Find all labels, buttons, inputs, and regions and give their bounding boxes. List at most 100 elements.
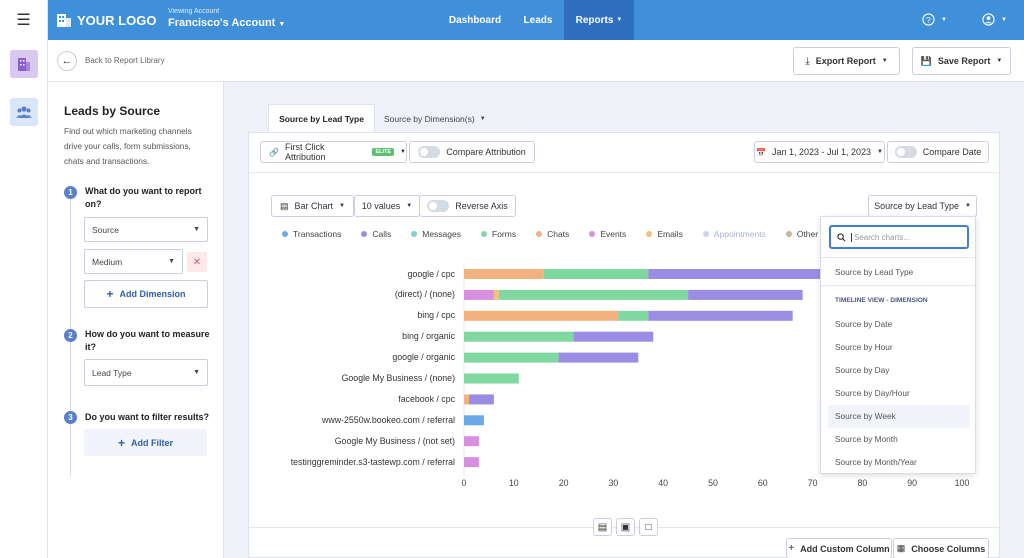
legend-swatch <box>536 231 543 237</box>
legend-label: Forms <box>492 229 517 239</box>
bar-segment-forms[interactable] <box>498 289 689 300</box>
left-rail <box>0 40 48 558</box>
date-range-select[interactable]: 📅 Jan 1, 2023 - Jul 1, 2023 ▼ <box>754 141 885 163</box>
values-count-label: 10 values <box>361 201 401 211</box>
legend-label: Chats <box>547 229 570 239</box>
remove-dimension-button[interactable]: ✕ <box>187 252 207 272</box>
legend-item[interactable]: Appointments <box>702 229 766 239</box>
bar-segment-forms[interactable] <box>543 269 649 279</box>
chevron-down-icon: ▼ <box>616 17 623 23</box>
bar-segment-chats[interactable] <box>464 310 619 321</box>
compare-date-toggle[interactable]: Compare Date <box>887 141 989 163</box>
dropdown-item[interactable]: Source by Month <box>835 434 898 444</box>
building-logo-icon <box>57 14 71 27</box>
date-range-label: Jan 1, 2023 - Jul 1, 2023 <box>771 147 872 157</box>
plus-icon: + <box>117 435 125 450</box>
y-axis-label: google / cpc <box>407 268 455 279</box>
measure-select[interactable]: Lead Type ▼ <box>84 359 208 386</box>
bar-chart-icon: ▤ <box>280 200 289 211</box>
back-to-library-link[interactable]: Back to Report Library <box>85 56 165 65</box>
source-select[interactable]: Source ▼ <box>84 217 208 242</box>
chart-type-select[interactable]: ▤ Bar Chart ▼ <box>271 195 354 217</box>
add-filter-button[interactable]: + Add Filter <box>84 429 207 456</box>
caret-down-icon: ▼ <box>193 369 200 376</box>
bar-segment-forms[interactable] <box>464 373 519 384</box>
toggle-switch[interactable] <box>894 146 917 158</box>
legend-item[interactable]: Forms <box>481 229 516 239</box>
bar-segment-transactions[interactable] <box>464 415 484 426</box>
attribution-select[interactable]: 🔗 First Click Attribution ELITE ▼ <box>260 141 407 163</box>
account-switcher[interactable]: Viewing Account Francisco's Account ▼ <box>168 8 285 29</box>
search-charts-input[interactable]: Search charts... <box>851 232 910 242</box>
bar-segment-events[interactable] <box>464 436 479 447</box>
nav-reports[interactable]: Reports ▼ <box>564 0 634 40</box>
tab-source-by-dimensions[interactable]: Source by Dimension(s) ▼ <box>384 114 486 124</box>
x-axis-tick-label: 30 <box>608 478 619 488</box>
bar-segment-forms[interactable] <box>618 310 649 321</box>
dropdown-item[interactable]: Source by Day/Hour <box>835 388 910 398</box>
toggle-switch[interactable] <box>427 200 450 212</box>
search-charts-field[interactable]: Search charts... <box>829 225 969 249</box>
dropdown-item[interactable]: Source by Date <box>835 319 893 329</box>
dropdown-item[interactable]: Source by Lead Type <box>835 267 914 277</box>
x-axis-tick-label: 80 <box>857 478 868 488</box>
step2-question-line: How do you want to measure <box>85 329 210 339</box>
menu-icon[interactable]: ☰ <box>0 0 48 40</box>
toggle-switch[interactable] <box>418 146 441 158</box>
legend-item[interactable]: Emails <box>646 229 683 239</box>
bar-segment-forms[interactable] <box>464 331 574 342</box>
legend-swatch <box>481 231 487 237</box>
back-arrow-icon[interactable]: ← <box>57 51 77 71</box>
dropdown-item[interactable]: Source by Hour <box>835 342 893 352</box>
choose-columns-button[interactable]: ▦ Choose Columns <box>893 538 989 558</box>
logo[interactable]: YOUR LOGO <box>56 12 156 28</box>
legend-item[interactable]: Transactions <box>282 229 341 239</box>
layout-switcher: ▤ ▣ □ <box>593 518 658 536</box>
rail-building-button[interactable] <box>10 50 38 78</box>
save-report-button[interactable]: 💾 Save Report ▼ <box>912 47 1011 75</box>
download-icon: ⤓ <box>805 55 810 67</box>
bar-segment-forms[interactable] <box>464 352 559 363</box>
legend-item[interactable]: Events <box>589 229 626 239</box>
divider <box>821 285 975 286</box>
report-config-panel <box>48 82 224 558</box>
add-dimension-button[interactable]: + Add Dimension <box>84 280 208 308</box>
compare-attribution-toggle[interactable]: Compare Attribution <box>409 141 535 163</box>
chart-only-layout-icon[interactable]: ▣ <box>616 518 635 536</box>
nav-leads[interactable]: Leads <box>514 0 562 40</box>
bar-segment-emails[interactable] <box>493 289 499 300</box>
help-menu[interactable]: ? ▼ <box>922 13 947 26</box>
measure-select-value: Lead Type <box>92 367 132 378</box>
caret-down-icon: ▼ <box>479 116 486 122</box>
reverse-axis-toggle[interactable]: Reverse Axis <box>419 195 516 217</box>
nav-leads-label: Leads <box>523 14 553 26</box>
medium-select[interactable]: Medium ▼ <box>84 249 183 274</box>
bar-segment-calls[interactable] <box>648 310 793 321</box>
split-horizontal-layout-icon[interactable]: ▤ <box>593 518 612 536</box>
svg-text:?: ? <box>926 15 931 25</box>
bar-segment-calls[interactable] <box>573 331 654 342</box>
add-custom-column-button[interactable]: + Add Custom Column <box>786 538 892 558</box>
rail-users-button[interactable] <box>10 98 38 126</box>
bar-segment-events[interactable] <box>464 457 479 468</box>
dropdown-item[interactable]: Source by Week <box>835 411 896 421</box>
bar-segment-chats[interactable] <box>464 394 469 405</box>
legend-item[interactable]: Other <box>785 229 818 239</box>
legend-item[interactable]: Calls <box>361 229 391 239</box>
tab-source-by-lead-type[interactable]: Source by Lead Type <box>268 104 375 132</box>
dropdown-item[interactable]: Source by Day <box>835 365 890 375</box>
nav-dashboard[interactable]: Dashboard <box>440 0 510 40</box>
dropdown-item[interactable]: Source by Month/Year <box>835 457 917 467</box>
bar-segment-calls[interactable] <box>558 352 639 363</box>
bar-segment-chats[interactable] <box>464 269 544 279</box>
table-only-layout-icon[interactable]: □ <box>639 518 658 536</box>
logo-text: YOUR LOGO <box>77 12 157 28</box>
legend-item[interactable]: Messages <box>411 229 461 239</box>
bar-segment-events[interactable] <box>464 289 494 300</box>
export-report-button[interactable]: ⤓ Export Report ▼ <box>793 47 900 75</box>
legend-item[interactable]: Chats <box>536 229 569 239</box>
bar-segment-calls[interactable] <box>688 289 803 300</box>
user-menu[interactable]: ▼ <box>982 13 1007 26</box>
bar-segment-calls[interactable] <box>648 269 843 279</box>
bar-segment-calls[interactable] <box>468 394 494 405</box>
